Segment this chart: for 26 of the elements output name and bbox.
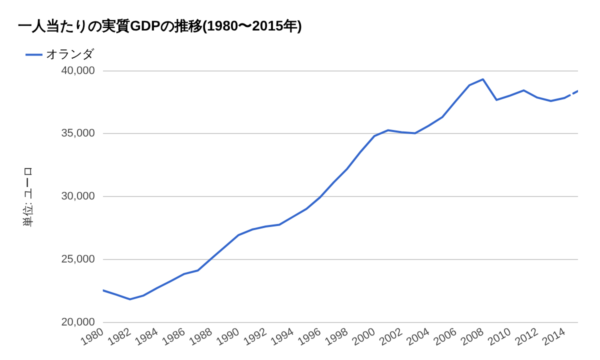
x-tick-label: 2012 bbox=[513, 326, 540, 349]
x-tick-label: 1982 bbox=[106, 326, 134, 349]
chart-title: 一人当たりの実質GDPの推移(1980〜2015年) bbox=[18, 17, 302, 34]
y-axis-title: 単位: ユーロ bbox=[22, 166, 35, 228]
x-tick-label: 2006 bbox=[432, 326, 459, 349]
x-tick-label: 2004 bbox=[404, 326, 432, 349]
x-tick-label: 1980 bbox=[78, 326, 106, 349]
y-tick-label: 40,000 bbox=[61, 64, 95, 77]
x-tick-label: 2000 bbox=[350, 326, 378, 349]
x-tick-label: 1984 bbox=[132, 326, 160, 349]
x-tick-label: 2008 bbox=[458, 326, 486, 349]
y-tick-label: 20,000 bbox=[61, 316, 95, 328]
x-tick-label: 1990 bbox=[214, 326, 242, 349]
x-tick-label: 1994 bbox=[268, 326, 296, 349]
x-tick-label: 1988 bbox=[187, 326, 214, 349]
y-tick-label: 25,000 bbox=[61, 253, 95, 266]
x-tick-label: 2010 bbox=[486, 326, 514, 349]
legend-label: オランダ bbox=[46, 47, 95, 62]
x-tick-label: 1992 bbox=[242, 326, 269, 349]
y-tick-label: 35,000 bbox=[61, 128, 95, 140]
x-tick-label: 1986 bbox=[160, 326, 188, 349]
x-tick-label: 1996 bbox=[296, 326, 324, 349]
x-tick-label: 1998 bbox=[323, 326, 350, 349]
x-tick-label: 2002 bbox=[377, 326, 405, 349]
x-tick-label: 2014 bbox=[540, 326, 568, 349]
y-tick-label: 30,000 bbox=[61, 190, 95, 203]
